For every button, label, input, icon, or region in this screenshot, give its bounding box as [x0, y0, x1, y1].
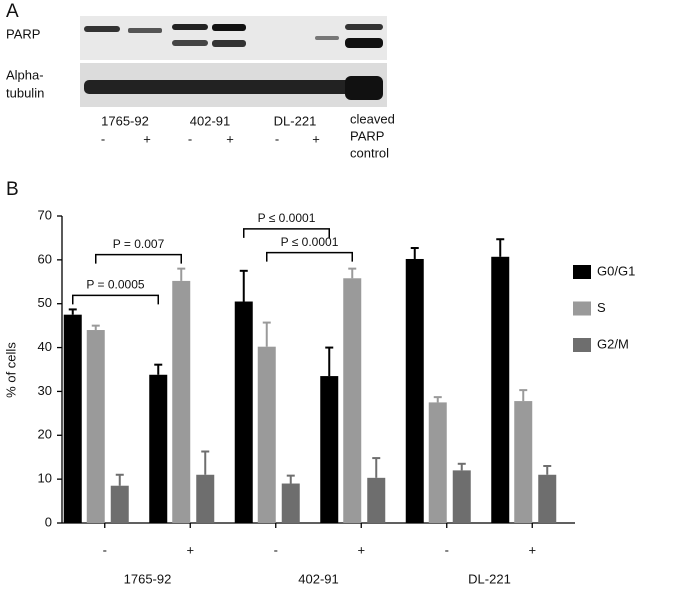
lane-treatment: -	[275, 131, 279, 146]
annotation: P ≤ 0.0001	[281, 235, 339, 249]
x-tick-label: +	[186, 542, 194, 557]
y-tick-label: 10	[38, 471, 52, 486]
y-axis-label: % of cells	[3, 342, 18, 398]
y-tick-label: 60	[38, 251, 52, 266]
panel-a-labels: PARP Alpha-tubulin 1765-92 402-91 DL-221 - + - +…	[6, 26, 395, 160]
lane-treatment: -	[101, 131, 105, 146]
legend-label: S	[597, 300, 606, 315]
bar	[320, 376, 339, 523]
blot	[80, 16, 387, 107]
x-tick-label: +	[357, 542, 365, 557]
bar	[86, 330, 105, 523]
y-tick-label: 20	[38, 427, 52, 442]
bar	[367, 477, 386, 523]
group-label: DL-221	[468, 571, 511, 586]
bar	[110, 485, 129, 523]
lane-treatment: +	[226, 131, 234, 146]
annotation: P = 0.007	[113, 237, 165, 251]
bar	[281, 483, 300, 523]
lane-treatment: -	[188, 131, 192, 146]
annotation: P ≤ 0.0001	[258, 211, 316, 225]
bar	[405, 258, 424, 523]
annotation: P = 0.0005	[86, 278, 144, 292]
x-tick-label: -	[274, 542, 278, 557]
x-tick-label: -	[103, 542, 107, 557]
lane-group-label: 402-91	[190, 113, 230, 128]
chart: 0 10 20 30 40 50 60 70 % of cells - + - + - +1765-92 40…	[3, 207, 635, 586]
bar	[491, 256, 510, 523]
legend-swatch	[573, 301, 591, 316]
group-label: 1765-92	[124, 571, 172, 586]
control-label: cleaved	[350, 111, 395, 126]
bar	[452, 470, 471, 523]
significance-bracket	[266, 251, 353, 262]
x-tick-label: +	[528, 542, 536, 557]
y-tick-label: 40	[38, 339, 52, 354]
lane-group-label: DL-221	[274, 113, 317, 128]
bar	[196, 474, 215, 523]
x-tick-label: -	[445, 542, 449, 557]
lane-treatment: +	[143, 131, 151, 146]
y-tick-label: 30	[38, 383, 52, 398]
significance-bracket	[72, 294, 159, 305]
panel-label: B	[6, 179, 19, 200]
bar	[514, 401, 533, 523]
legend-label: G0/G1	[597, 263, 635, 278]
y-tick-label: 0	[45, 514, 52, 529]
legend-swatch	[573, 338, 591, 352]
row-label: tubulin	[6, 85, 44, 100]
bar	[538, 474, 557, 523]
bar	[257, 346, 276, 523]
panel-label: A	[6, 1, 19, 22]
control-label: control	[350, 145, 389, 160]
significance-bracket	[95, 253, 182, 264]
control-label: PARP	[350, 128, 384, 143]
legend-label: G2/M	[597, 336, 629, 351]
bar	[428, 402, 447, 523]
bar	[234, 301, 253, 523]
bar	[149, 374, 168, 523]
group-label: 402-91	[298, 571, 338, 586]
row-label: Alpha-	[6, 67, 44, 82]
bar	[172, 280, 191, 523]
y-tick-label: 50	[38, 295, 52, 310]
bar	[343, 278, 362, 523]
y-tick-label: 70	[38, 207, 52, 222]
significance-bracket	[243, 228, 330, 238]
lane-treatment: +	[312, 131, 320, 146]
row-label: PARP	[6, 26, 40, 41]
legend-swatch	[573, 265, 591, 279]
lane-group-label: 1765-92	[101, 113, 149, 128]
bar	[63, 314, 82, 523]
